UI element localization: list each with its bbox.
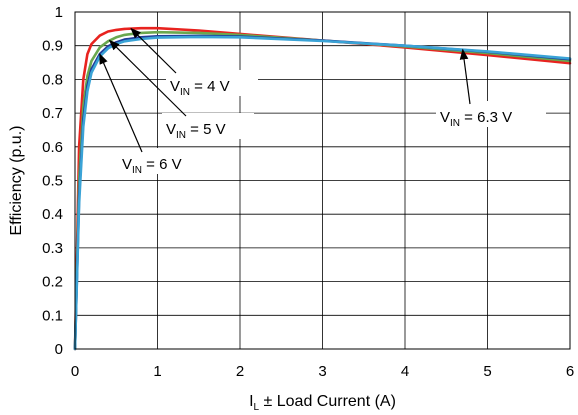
series-line-3 <box>73 35 572 351</box>
grid <box>74 11 571 350</box>
y-tick-label-5: 0.5 <box>42 173 63 190</box>
y-tick-label-0: 0 <box>55 341 63 358</box>
plot-frame <box>74 11 571 350</box>
annotation-arrow-1 <box>108 39 187 117</box>
y-tick-label-10: 1 <box>55 4 63 21</box>
y-tick-label-8: 0.8 <box>42 71 63 88</box>
x-tick-label-2: 2 <box>236 363 244 380</box>
plot-border <box>74 11 571 350</box>
x-tick-label-4: 4 <box>401 363 409 380</box>
y-tick-label-2: 0.2 <box>42 274 63 291</box>
y-tick-label-1: 0.1 <box>42 307 63 324</box>
axes: 0 0.1 0.2 0.3 0.4 0.5 0.6 0.7 0.8 0.9 1 0 1 2 3 4 5 6 IL ±… <box>8 4 574 413</box>
y-tick-label-9: 0.9 <box>42 38 63 55</box>
annotation-label-2: VIN = 6 V <box>122 156 182 176</box>
annotation-label-0: VIN = 4 V <box>170 78 230 98</box>
x-axis-label: IL ± Load Current (A) <box>249 393 396 413</box>
annotation-arrow-0 <box>130 27 177 74</box>
y-axis-label: Efficiency (p.u.) <box>8 126 25 236</box>
annotation-bg-3 <box>436 101 546 127</box>
annotation-bg-1 <box>162 113 254 139</box>
y-tick-label-4: 0.4 <box>42 206 63 223</box>
annotation-label-1: VIN = 5 V <box>166 121 226 141</box>
annotation-arrow-2 <box>99 53 143 153</box>
annotation-label-3: VIN = 6.3 V <box>440 109 512 129</box>
y-tick-label-6: 0.6 <box>42 139 63 156</box>
x-tick-label-6: 6 <box>566 363 574 380</box>
annotation-arrow-3 <box>459 48 471 105</box>
annotations: VIN = 4 V VIN = 5 V VIN = 6 V VIN = 6.3 V <box>99 27 546 176</box>
annotation-bg-2 <box>118 148 210 174</box>
y-tick-label-7: 0.7 <box>42 105 63 122</box>
annotation-bg-0 <box>166 70 258 96</box>
series-group <box>73 26 572 351</box>
x-tick-label-5: 5 <box>483 363 491 380</box>
x-tick-label-1: 1 <box>153 363 161 380</box>
x-tick-label-0: 0 <box>71 363 79 380</box>
x-tick-label-3: 3 <box>318 363 326 380</box>
y-tick-label-3: 0.3 <box>42 240 63 257</box>
